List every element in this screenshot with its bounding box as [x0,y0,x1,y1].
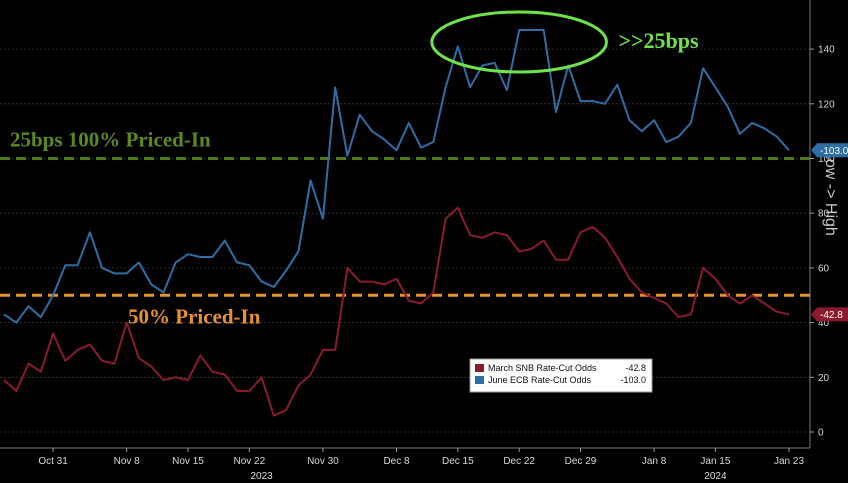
grid [0,0,811,449]
y-tick-label: 40 [818,318,830,329]
y-tick-label: 120 [818,99,835,110]
y-tick-label: 0 [818,428,824,439]
x-tick-label: Oct 31 [38,456,68,467]
last-value-tags: -42.8 -103.0 [811,143,848,322]
y-axis: 0 20 40 60 80 100 120 140 Low -> High [810,45,839,439]
legend-value: -42.8 [625,363,646,373]
x-tick-label: Dec 29 [565,456,597,467]
y-tick-label: 100 [818,154,835,165]
last-value-label: -103.0 [820,146,848,157]
highlight-ellipse [430,10,608,74]
reference-lines [0,157,810,297]
x-tick-label: Jan 15 [700,456,730,467]
x-tick-label: Dec 8 [383,456,410,467]
x-tick-label: Dec 15 [442,456,474,467]
annotations: 25bps 100% Priced-In 50% Priced-In >>25bps [10,10,699,328]
x-tick-label: Jan 8 [642,456,667,467]
x-tick-label: Jan 23 [774,456,804,467]
x-tick-label: Nov 8 [114,456,141,467]
last-value-tag [811,143,848,158]
x-tick-label: Nov 22 [233,456,265,467]
y-tick-label: 60 [818,263,830,274]
legend-label: March SNB Rate-Cut Odds [488,363,597,373]
series-line-2 [3,29,790,324]
annotation-reference-1: 25bps 100% Priced-In [10,128,211,152]
series-lines [3,29,790,417]
legend-label: June ECB Rate-Cut Odds [488,375,592,385]
highlight-label: >>25bps [618,28,699,53]
y-tick-label: 20 [818,373,830,384]
last-value-tag [811,307,848,322]
x-tick-label: Nov 15 [172,456,204,467]
legend-swatch [475,376,484,384]
legend: March SNB Rate-Cut Odds -42.8 June ECB Rat… [469,358,653,393]
x-tick-label: Nov 30 [307,456,339,467]
y-axis-side-label: Low -> High [822,150,839,236]
y-tick-label: 80 [818,209,830,220]
last-value-label: -42.8 [820,310,843,321]
x-axis: Oct 31 Nov 8 Nov 15 Nov 22 Nov 30 Dec 8 Dec 15… [38,448,804,482]
x-year-label: 2024 [704,471,727,482]
series-line-1 [3,206,790,417]
x-year-label: 2023 [250,471,273,482]
y-tick-label: 140 [818,45,835,56]
legend-box [469,358,653,393]
x-tick-label: Dec 22 [503,456,535,467]
legend-swatch [475,364,484,372]
legend-value: -103.0 [620,375,646,385]
annotation-reference-2: 50% Priced-In [128,304,261,328]
